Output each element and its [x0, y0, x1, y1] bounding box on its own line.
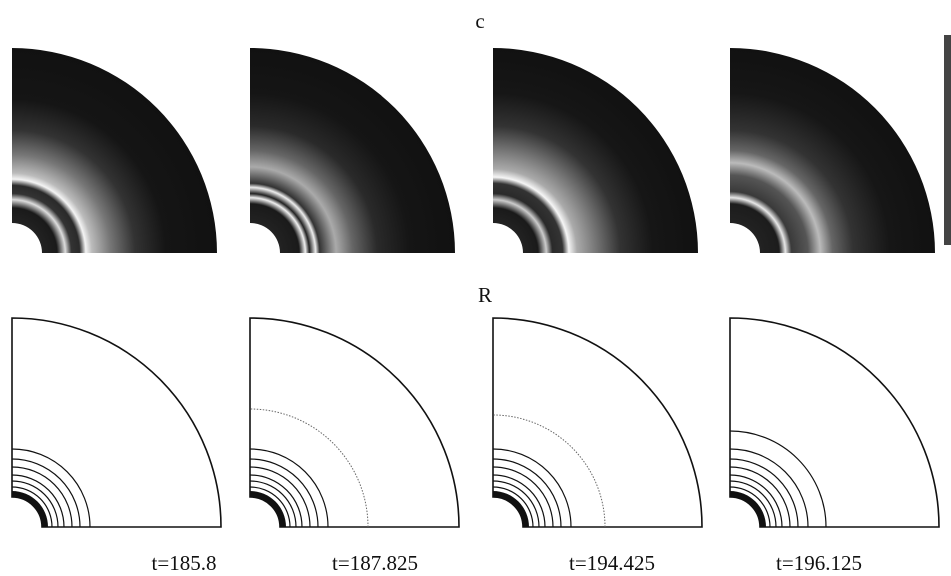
contour-line: [11, 480, 59, 528]
contour-line: [249, 486, 291, 528]
contour-line: [729, 458, 799, 528]
contour-line: [249, 480, 297, 528]
concentration-map: [12, 48, 217, 253]
contour-line: [249, 448, 329, 528]
contour-line: [249, 408, 369, 528]
contour-line: [729, 474, 783, 528]
time-label: t=196.125: [776, 551, 862, 575]
contour-domain: [492, 317, 703, 528]
contour-line: [249, 458, 319, 528]
row-label: c: [475, 9, 484, 33]
row-label: R: [478, 283, 492, 307]
concentration-map: [493, 48, 698, 253]
contour-line: [729, 430, 827, 528]
contour-line: [11, 474, 65, 528]
contour-domain: [249, 317, 460, 528]
contour-line: [492, 466, 554, 528]
contour-line: [492, 492, 528, 528]
contour-line: [492, 414, 606, 528]
contour-line: [249, 492, 285, 528]
contour-line: [492, 474, 546, 528]
contour-line: [729, 466, 791, 528]
time-label: t=194.425: [569, 551, 655, 575]
contour-line: [729, 492, 765, 528]
contour-line: [11, 458, 81, 528]
contour-line: [249, 466, 311, 528]
contour-line: [11, 466, 73, 528]
time-label: t=187.825: [332, 551, 418, 575]
contour-line: [729, 480, 777, 528]
contour-line: [249, 474, 303, 528]
contour-line: [729, 486, 771, 528]
contour-line: [11, 486, 53, 528]
contour-domain: [11, 317, 222, 528]
contour-line: [492, 458, 562, 528]
time-label: t=185.8: [152, 551, 217, 575]
contour-line: [11, 448, 91, 528]
contour-domain: [729, 317, 940, 528]
contour-line: [11, 492, 47, 528]
contour-line: [492, 448, 572, 528]
concentration-map: [250, 48, 455, 253]
concentration-map: [730, 48, 935, 253]
contour-line: [729, 448, 809, 528]
colorbar-edge: [944, 35, 951, 245]
contour-line: [492, 480, 540, 528]
contour-line: [492, 486, 534, 528]
